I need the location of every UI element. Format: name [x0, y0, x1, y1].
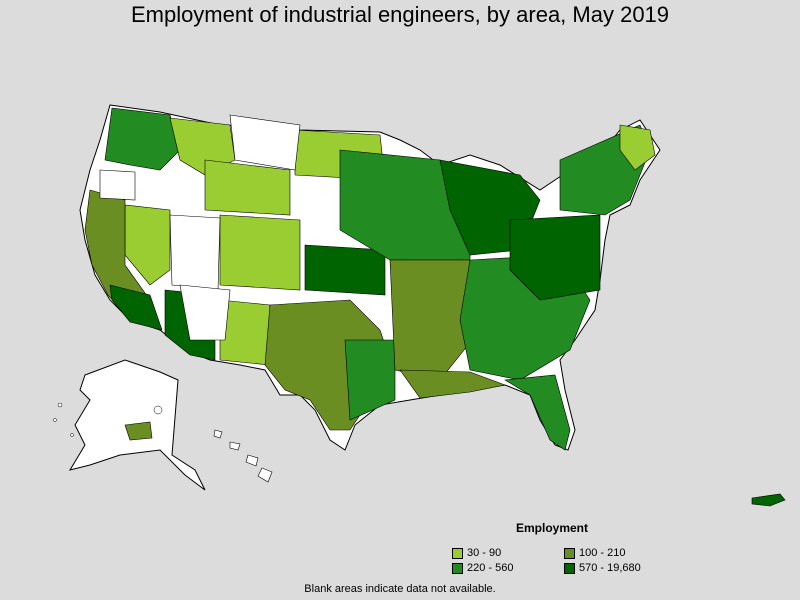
southern-california-region	[109, 284, 163, 331]
legend-swatch	[564, 562, 575, 574]
appalachia-region	[509, 214, 601, 301]
no-data-oregon	[99, 169, 136, 201]
legend-item-570-19680: 570 - 19,680	[564, 562, 641, 574]
legend: Employment 30 - 90 100 - 210 220 - 560 5…	[450, 520, 690, 580]
legend-item-220-560: 220 - 560	[452, 562, 513, 574]
footnote: Blank areas indicate data not available.	[304, 583, 496, 595]
map-title: Employment of industrial engineers, by a…	[130, 2, 670, 27]
legend-label: 30 - 90	[467, 547, 502, 559]
south-central-region	[389, 259, 481, 381]
legend-item-100-210: 100 - 210	[564, 547, 625, 559]
maine-region	[619, 124, 656, 171]
kansas-region	[304, 244, 386, 296]
hawaii	[213, 429, 273, 483]
wyoming-region	[204, 159, 291, 216]
puerto-rico	[751, 493, 786, 507]
no-data-utah	[169, 214, 221, 291]
northwest-region	[104, 107, 181, 171]
legend-swatch	[564, 547, 575, 559]
no-data-nm-az	[179, 284, 231, 341]
legend-swatch	[452, 547, 463, 559]
legend-item-30-90: 30 - 90	[452, 547, 501, 559]
legend-label: 220 - 560	[467, 562, 514, 574]
alaska-anchorage-area	[124, 421, 153, 441]
no-data-montana	[229, 114, 301, 171]
colorado-region	[219, 214, 301, 291]
florida-region	[504, 374, 571, 451]
legend-swatch	[452, 562, 463, 574]
legend-label: 570 - 19,680	[579, 562, 641, 574]
gulf-coast-region	[399, 369, 507, 399]
aleutian-islands	[53, 402, 163, 437]
east-texas-region	[344, 339, 396, 421]
legend-label: 100 - 210	[579, 547, 626, 559]
legend-title: Employment	[516, 521, 589, 535]
region-fills	[84, 107, 656, 451]
